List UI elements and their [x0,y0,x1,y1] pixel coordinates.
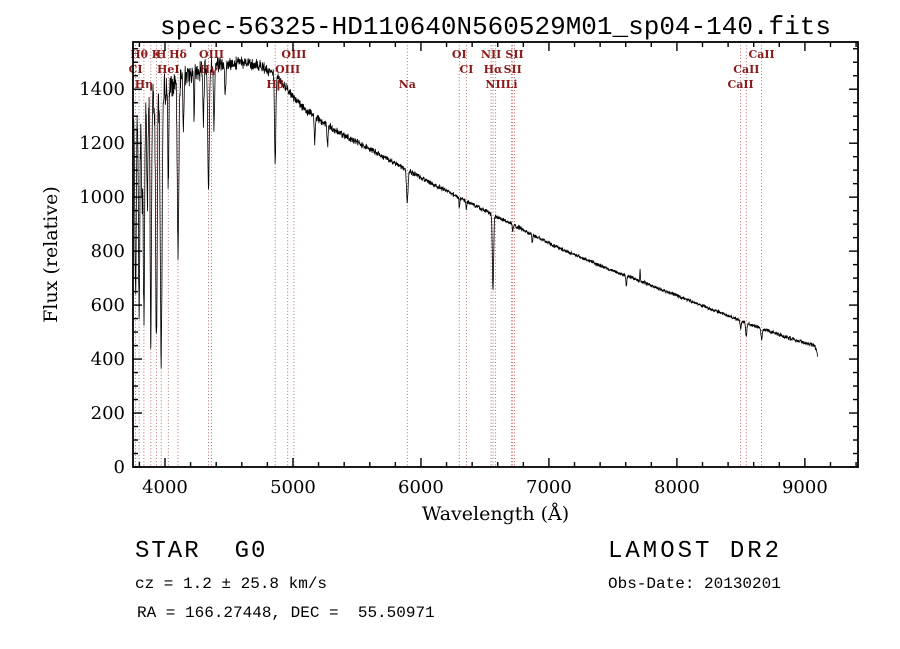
marker-label-4959: OIII [275,63,300,76]
x-tick-label-4000: 4000 [142,477,188,498]
marker-label-4340: Hγ [200,63,218,76]
marker-label-6563: Hα [484,63,503,76]
x-tick-label-9000: 9000 [782,477,828,498]
marker-label-8542: CaII [733,63,759,76]
marker-label-3970: H [156,48,166,61]
marker-label-6355: CI [459,63,473,76]
x-tick-label-7000: 7000 [526,477,572,498]
tick-labels: 4000 5000 6000 7000 8000 9000 0 200 400 600 800 100… [79,79,828,498]
object-class-label: STAR [135,538,201,565]
x-axis-label: Wavelength (Å) [422,503,569,525]
marker-label-6717: SII [504,63,522,76]
marker-label-6548: NII [481,48,501,61]
y-tick-label-600: 600 [91,295,125,316]
marker-label-3933: K [152,48,162,61]
survey-release-label: LAMOST DR2 [608,538,783,565]
y-tick-label-1200: 1200 [79,133,125,154]
marker-label-6300: OI [452,48,467,61]
cz-line: cz = 1.2 ± 25.8 km/s [135,575,328,593]
plot-frame [132,41,859,468]
y-tick-label-1000: 1000 [79,187,125,208]
marker-label-6583: NII [485,78,505,91]
y-tick-label-1400: 1400 [79,79,125,100]
marker-label-6731: SII [505,48,523,61]
x-tick-label-6000: 6000 [398,477,444,498]
marker-label-8662: CaII [749,48,775,61]
obs-date-line: Obs-Date: 20130201 [608,575,781,593]
marker-label-3835: Hη [135,78,153,91]
plot-title: spec-56325-HD110640N560529M01_sp04-140.f… [160,12,831,42]
marker-label-5893: Na [399,78,416,91]
marker-label-4102: Hδ [169,48,187,61]
marker-label-4363: OIII [199,48,224,61]
marker-label-8498: CaII [728,78,754,91]
marker-label-6708: Li [506,78,518,91]
marker-label-4861: Hβ [266,78,284,91]
marker-label-4026: HeI [157,63,180,76]
marker-label-3770: CI [129,63,143,76]
ra-dec-line: RA = 166.27448, DEC = 55.50971 [137,604,435,622]
object-class-line: STAR G0 [135,538,267,565]
spectral-marker-lines [135,42,763,467]
spectrum-trace [132,56,818,369]
y-tick-label-200: 200 [91,403,125,424]
marker-label-5007: OIII [281,48,306,61]
x-tick-label-8000: 8000 [654,477,700,498]
y-tick-label-0: 0 [114,457,125,478]
y-tick-label-400: 400 [91,349,125,370]
marker-label-3798: Hθ [130,48,148,61]
axis-ticks [133,42,858,468]
object-subclass-label: G0 [234,538,268,565]
x-tick-label-5000: 5000 [270,477,316,498]
y-tick-label-800: 800 [91,241,125,262]
y-axis-label: Flux (relative) [40,186,62,323]
